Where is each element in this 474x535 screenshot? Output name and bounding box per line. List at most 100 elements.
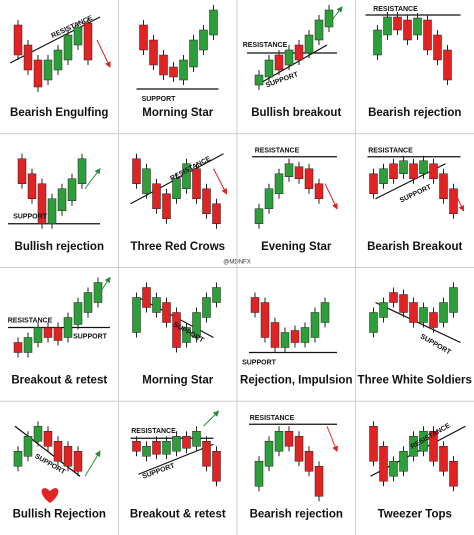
candle <box>379 302 388 318</box>
pattern-title: Three White Soldiers <box>358 375 472 387</box>
level-label: SUPPORT <box>142 462 177 480</box>
candle <box>300 327 310 343</box>
candle <box>304 451 314 472</box>
candle <box>274 173 284 194</box>
candle <box>73 302 83 325</box>
candle <box>409 302 418 323</box>
candle <box>449 461 458 487</box>
candle <box>254 74 264 86</box>
candle <box>439 302 448 323</box>
candle <box>132 441 141 452</box>
candle <box>423 19 432 51</box>
candle <box>202 297 211 318</box>
candle <box>314 183 324 199</box>
candle <box>132 297 141 333</box>
candle <box>284 49 294 66</box>
candle <box>413 17 422 36</box>
candle <box>53 327 63 341</box>
candle <box>47 198 57 224</box>
candle <box>57 188 67 211</box>
candle <box>270 322 280 348</box>
level-label: SUPPORT <box>399 183 433 204</box>
candle <box>139 24 148 51</box>
candle <box>169 66 178 78</box>
candle <box>294 44 304 61</box>
candle <box>310 312 320 338</box>
candle <box>260 302 270 338</box>
pattern-title: Bearish rejection <box>368 107 461 119</box>
candle <box>43 431 53 447</box>
candle <box>182 436 191 449</box>
candle <box>17 158 27 184</box>
candle <box>67 178 77 201</box>
candle <box>403 19 412 41</box>
candle <box>182 163 191 189</box>
arrow <box>455 193 465 212</box>
candle <box>419 307 428 323</box>
candle <box>152 441 161 455</box>
pattern-title: Breakout & retest <box>11 375 107 387</box>
candle <box>179 59 188 81</box>
candle <box>383 16 392 36</box>
candle <box>63 446 73 467</box>
candle <box>202 441 211 467</box>
arrow <box>326 426 338 453</box>
arrow <box>324 183 338 210</box>
level-label: RESISTANCE <box>8 317 53 324</box>
level-label: RESISTANCE <box>255 148 300 155</box>
candle <box>83 292 93 313</box>
candle <box>23 337 33 353</box>
candle <box>294 436 304 462</box>
level-label: RESISTANCE <box>368 148 413 155</box>
pattern-title: Breakout & retest <box>130 508 226 520</box>
heart-icon <box>41 488 59 503</box>
candle <box>290 330 300 343</box>
candle <box>389 292 398 303</box>
candle <box>274 431 284 452</box>
candle <box>53 49 63 71</box>
arrow <box>331 6 343 21</box>
pattern-title: Evening Star <box>261 241 332 253</box>
candle <box>393 16 402 31</box>
arrow <box>84 450 101 477</box>
level-label: RESISTANCE <box>131 428 176 435</box>
candle <box>209 9 218 36</box>
arrow <box>99 276 111 293</box>
candle <box>23 436 33 457</box>
candle <box>43 327 53 338</box>
candle <box>63 317 73 338</box>
arrow <box>203 410 220 427</box>
candle <box>439 446 448 472</box>
candle <box>264 59 274 78</box>
candle <box>199 29 208 51</box>
candle <box>162 193 171 219</box>
candle <box>409 163 418 179</box>
candle <box>33 327 43 343</box>
candle <box>250 297 260 313</box>
pattern-title: Bearish Breakout <box>367 241 462 253</box>
candle <box>33 59 43 88</box>
candle <box>389 163 398 179</box>
level-label: RESISTANCE <box>373 6 418 13</box>
pattern-title: Morning Star <box>142 375 213 387</box>
candle <box>142 287 151 308</box>
candle <box>212 203 221 224</box>
candle <box>439 173 448 199</box>
candle <box>142 168 151 194</box>
candle <box>63 34 73 61</box>
arrow <box>213 168 227 195</box>
candle <box>429 431 438 462</box>
candle <box>379 168 388 184</box>
candle <box>53 441 63 462</box>
level-line <box>375 301 461 344</box>
candle <box>419 431 428 452</box>
candle <box>142 446 151 457</box>
candle <box>13 451 23 467</box>
pattern-title: Bullish breakout <box>251 107 341 119</box>
candle <box>320 302 330 323</box>
candle <box>149 39 158 66</box>
candle <box>152 297 161 313</box>
level-label: RESISTANCE <box>250 415 295 422</box>
